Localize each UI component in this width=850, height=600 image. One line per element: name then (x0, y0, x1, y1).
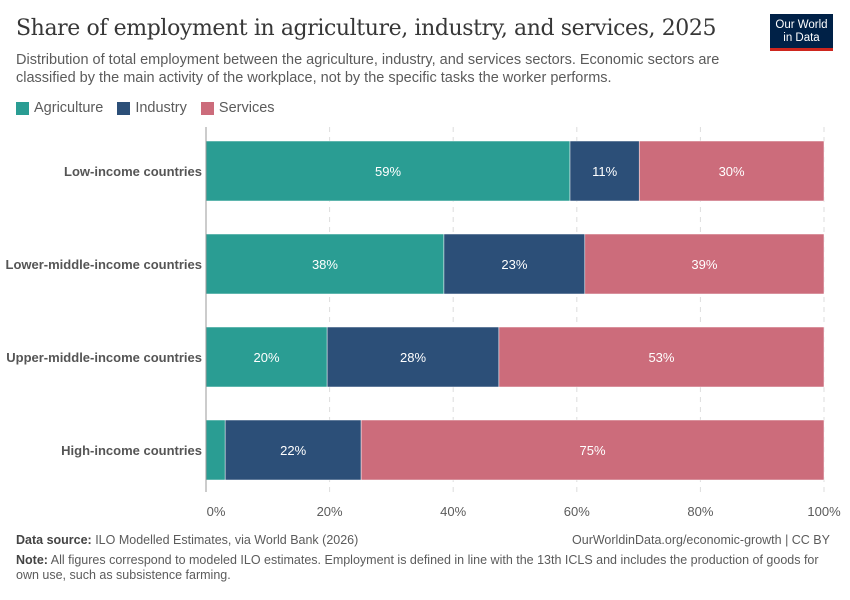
bar-segment-industry (443, 233, 586, 295)
bar-segment-industry (569, 140, 640, 202)
x-tick-label: 100% (807, 504, 841, 519)
legend: Agriculture Industry Services (16, 100, 275, 116)
category-label: Low-income countries (64, 164, 202, 179)
bar-segment-industry (224, 419, 362, 481)
legend-item-industry[interactable]: Industry (117, 100, 187, 116)
data-label: 30% (719, 164, 745, 179)
note-label: Note: (16, 553, 48, 567)
source-url[interactable]: OurWorldinData.org/economic-growth | CC … (572, 533, 830, 547)
bar-segment-agriculture (205, 419, 226, 481)
source-text: ILO Modelled Estimates, via World Bank (… (91, 533, 359, 547)
legend-swatch (200, 101, 214, 115)
x-tick-label: 80% (687, 504, 713, 519)
x-tick-label: 40% (440, 504, 466, 519)
legend-label: Agriculture (34, 100, 104, 116)
data-label: 20% (254, 350, 280, 365)
data-label: 11% (592, 164, 617, 179)
legend-label: Industry (135, 100, 187, 116)
data-label: 23% (501, 257, 527, 272)
category-label: High-income countries (61, 443, 202, 458)
category-label: Lower-middle-income countries (6, 257, 202, 272)
data-label: 39% (691, 257, 717, 272)
x-tick-label: 60% (564, 504, 590, 519)
legend-swatch (117, 101, 131, 115)
data-label: 38% (312, 257, 338, 272)
owid-logo[interactable]: Our World in Data (770, 14, 833, 51)
bar-segment-agriculture (205, 233, 445, 295)
x-tick-label: 0% (207, 504, 226, 519)
data-label: 22% (280, 443, 306, 458)
bar-segment-services (360, 419, 825, 481)
data-label: 75% (580, 443, 606, 458)
data-label: 28% (400, 350, 426, 365)
bar-segment-agriculture (205, 326, 328, 388)
note: Note: All figures correspond to modeled … (16, 553, 831, 583)
data-label: 53% (648, 350, 674, 365)
data-label: 59% (375, 164, 401, 179)
bar-segment-agriculture (205, 140, 571, 202)
legend-item-agriculture[interactable]: Agriculture (16, 100, 103, 116)
bar-segment-services (498, 326, 825, 388)
category-label: Upper-middle-income countries (6, 350, 202, 365)
note-text: All figures correspond to modeled ILO es… (16, 553, 819, 582)
legend-label: Services (218, 100, 275, 116)
legend-item-services[interactable]: Services (200, 100, 275, 116)
bar-segment-services (638, 140, 825, 202)
chart-subtitle: Distribution of total employment between… (16, 52, 720, 86)
chart-title: Share of employment in agriculture, indu… (16, 16, 717, 41)
source-line: Data source: ILO Modelled Estimates, via… (16, 533, 358, 547)
x-tick-label: 20% (317, 504, 343, 519)
source-label: Data source: (16, 533, 92, 547)
bar-segment-services (584, 233, 825, 295)
legend-swatch (16, 101, 29, 115)
bar-segment-industry (326, 326, 500, 388)
